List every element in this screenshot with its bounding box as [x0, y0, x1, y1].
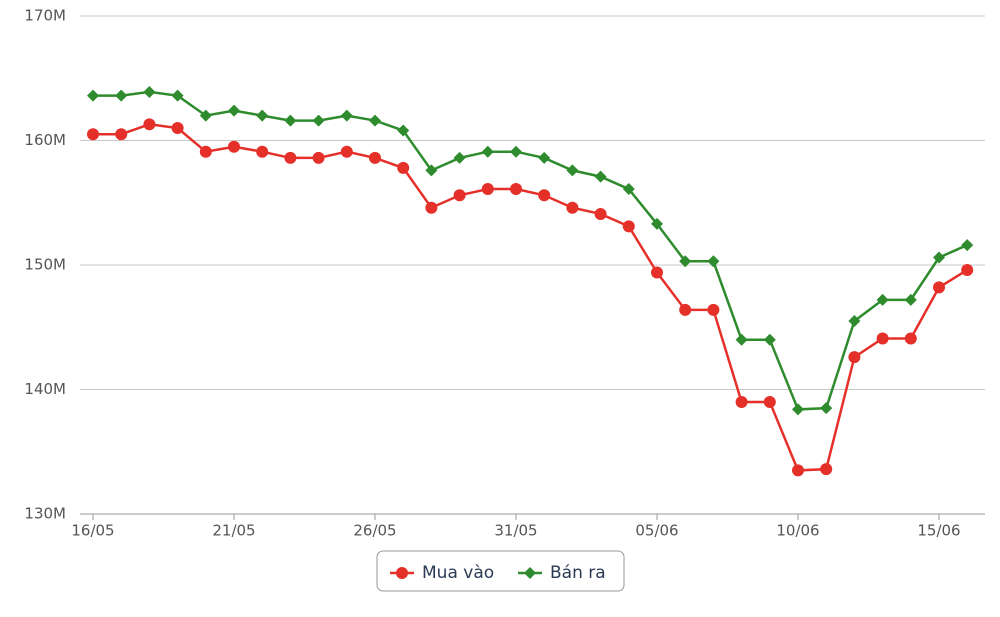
point: [848, 315, 861, 328]
point: [481, 183, 494, 196]
point: [679, 303, 692, 316]
point: [199, 109, 212, 122]
y-tick-label: 160M: [24, 131, 66, 149]
point: [369, 151, 381, 164]
point: [933, 281, 945, 294]
point: [143, 85, 156, 98]
point: [622, 220, 635, 233]
point: [651, 266, 663, 279]
x-tick-label: 21/05: [212, 522, 255, 540]
legend-marker: [524, 567, 536, 579]
legend-box: [376, 550, 625, 592]
legend-label: Bán ra: [550, 563, 606, 583]
point: [397, 161, 410, 174]
x-tick-label: 10/06: [776, 522, 819, 540]
point: [284, 151, 297, 164]
point: [792, 464, 804, 477]
point: [397, 124, 410, 137]
point: [340, 145, 353, 158]
point: [199, 145, 212, 158]
point: [312, 114, 325, 127]
point: [143, 118, 156, 131]
point: [707, 255, 720, 268]
point: [566, 164, 579, 177]
point: [538, 151, 551, 164]
point: [115, 89, 128, 102]
y-tick-label: 150M: [24, 256, 66, 274]
point: [566, 201, 579, 214]
point: [622, 183, 635, 196]
series-line: [93, 123, 968, 472]
point: [594, 207, 607, 220]
point: [256, 145, 269, 158]
point: [651, 217, 663, 230]
point: [961, 263, 974, 276]
point: [820, 463, 833, 476]
point: [171, 89, 184, 102]
point: [763, 395, 776, 408]
y-tick-label: 170M: [24, 7, 66, 25]
point: [87, 89, 99, 102]
point: [933, 251, 945, 264]
point: [256, 109, 269, 122]
point: [228, 140, 240, 153]
point: [792, 403, 804, 416]
point: [594, 170, 607, 183]
legend-marker: [396, 567, 408, 579]
point: [707, 303, 720, 316]
point: [340, 109, 353, 122]
point: [735, 333, 748, 346]
point: [876, 332, 889, 345]
point: [763, 333, 776, 346]
y-tick-label: 140M: [24, 380, 66, 398]
point: [425, 201, 438, 214]
point: [453, 189, 466, 202]
point: [876, 293, 889, 306]
point: [848, 351, 861, 364]
legend-label: Mua vào: [422, 563, 494, 583]
point: [312, 151, 325, 164]
point: [369, 114, 381, 127]
x-tick-label: 31/05: [494, 522, 537, 540]
point: [284, 114, 297, 127]
point: [820, 402, 833, 415]
x-tick-label: 15/06: [917, 522, 960, 540]
point: [961, 239, 974, 252]
point: [904, 332, 917, 345]
y-tick-label: 130M: [24, 505, 66, 523]
point: [510, 145, 522, 158]
point: [735, 395, 748, 408]
x-tick-label: 26/05: [353, 522, 396, 540]
point: [171, 122, 184, 135]
point: [228, 104, 240, 117]
point: [453, 151, 466, 164]
point: [679, 255, 692, 268]
x-tick-label: 05/06: [635, 522, 678, 540]
point: [425, 164, 438, 177]
point: [904, 293, 917, 306]
x-tick-label: 16/05: [71, 522, 114, 540]
point: [115, 128, 128, 141]
point: [510, 183, 522, 196]
series-line: [93, 90, 968, 411]
point: [87, 128, 99, 141]
point: [481, 145, 494, 158]
point: [538, 189, 551, 202]
